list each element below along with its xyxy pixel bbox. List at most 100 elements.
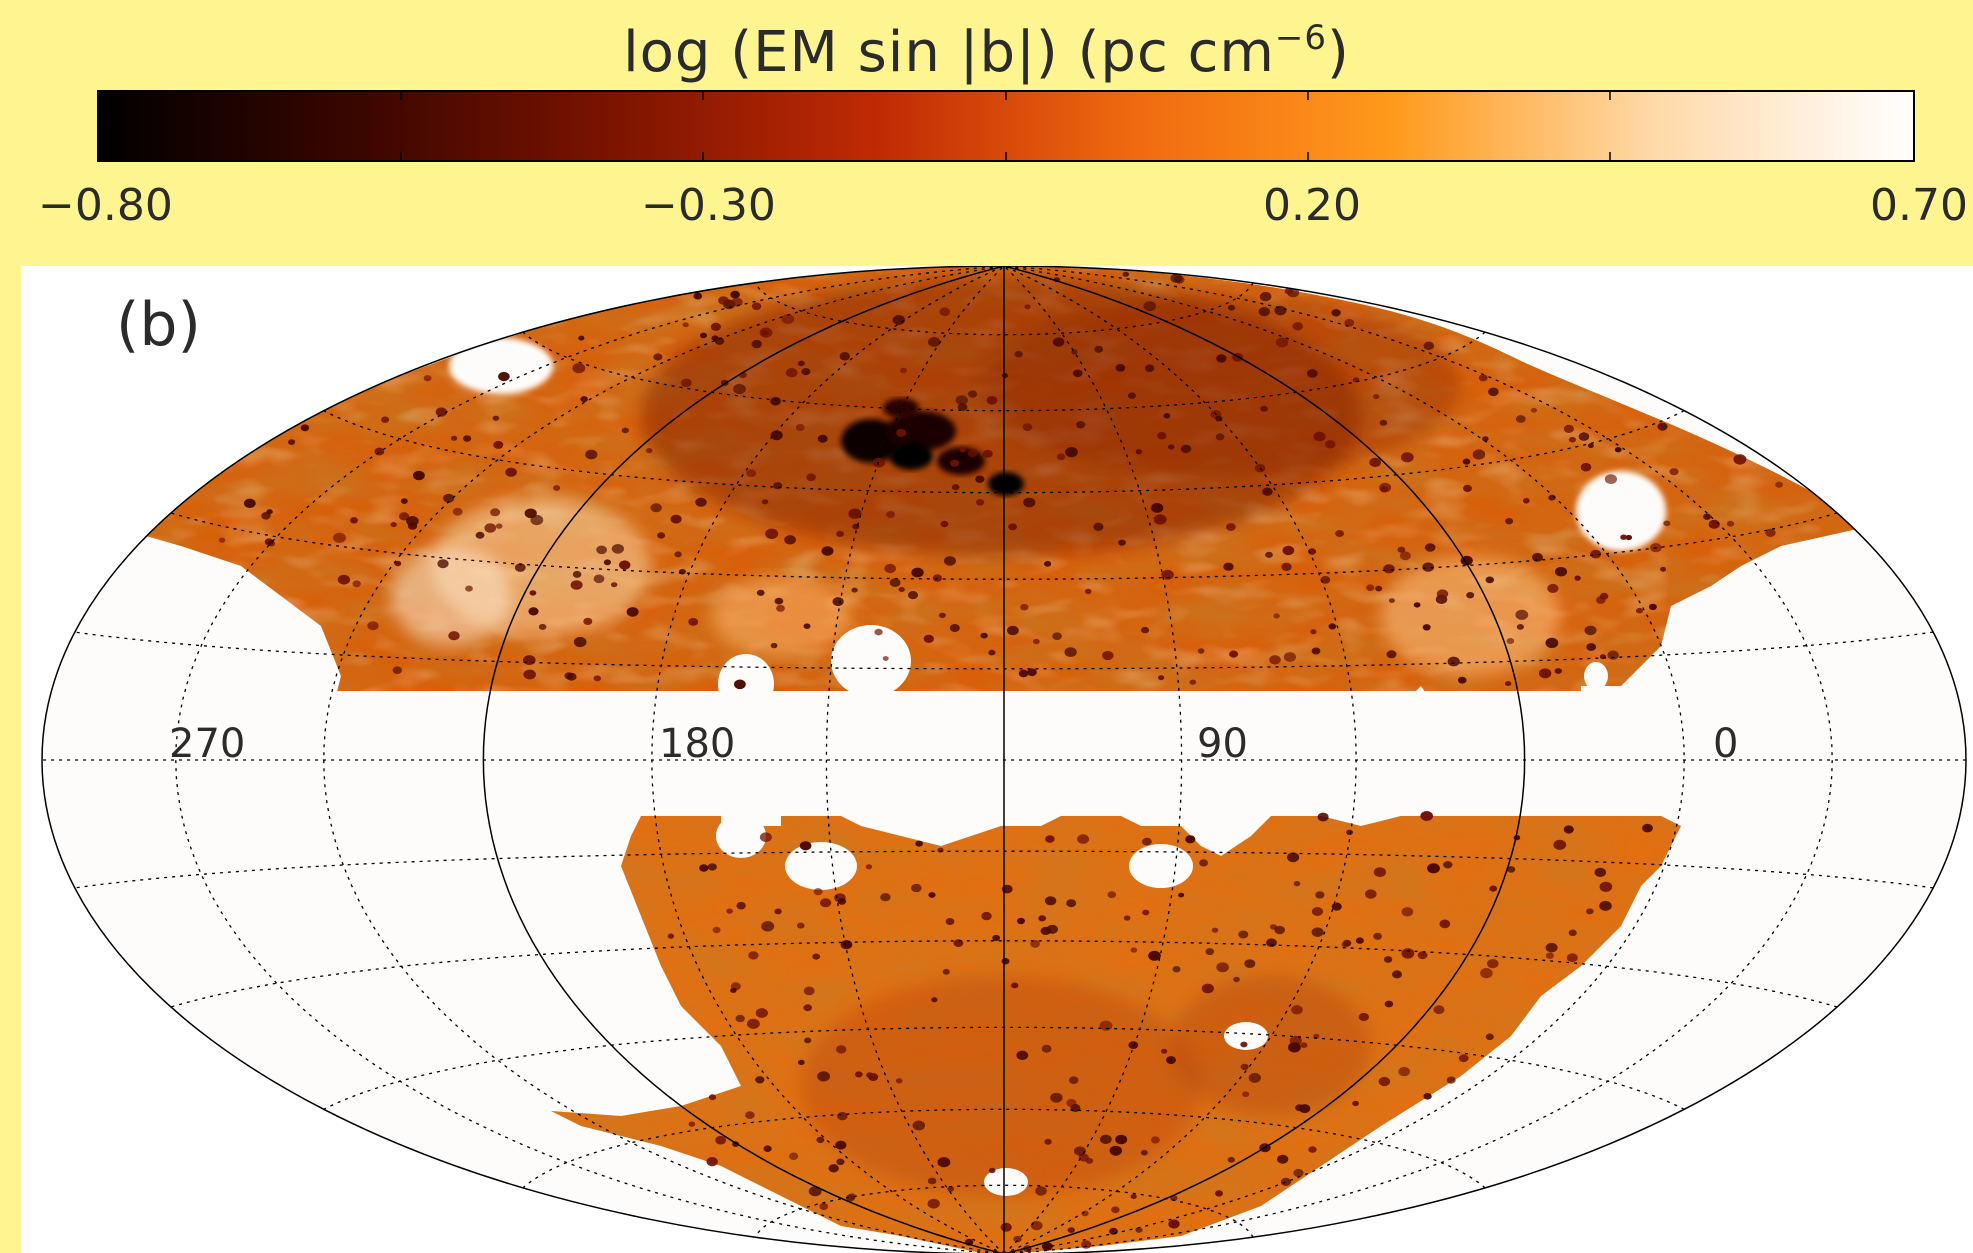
point-source — [400, 498, 408, 504]
point-source — [797, 1059, 805, 1066]
point-source — [1052, 337, 1065, 347]
point-source — [1311, 927, 1324, 937]
point-source — [1566, 953, 1578, 963]
point-source — [1189, 679, 1197, 685]
point-source — [246, 442, 254, 448]
point-source — [746, 469, 757, 478]
point-source — [884, 563, 896, 574]
point-source — [1580, 462, 1592, 472]
point-source — [1258, 307, 1271, 317]
point-source — [367, 621, 379, 631]
point-source — [1111, 1206, 1120, 1214]
point-source — [1413, 602, 1421, 608]
point-source — [143, 515, 154, 523]
point-source — [1041, 1242, 1053, 1251]
point-source — [1023, 497, 1036, 508]
point-source — [799, 841, 812, 851]
point-source — [1142, 837, 1152, 846]
point-source — [1574, 575, 1581, 581]
point-source — [1142, 909, 1150, 916]
point-source — [1400, 452, 1414, 463]
point-source — [992, 934, 1000, 942]
point-source — [1462, 458, 1471, 465]
point-source — [670, 514, 682, 524]
point-source — [911, 883, 922, 893]
point-source — [288, 439, 296, 445]
point-source — [1109, 1227, 1118, 1235]
point-source — [1094, 345, 1104, 353]
point-source — [714, 337, 725, 345]
point-source — [1274, 305, 1287, 316]
point-source — [759, 327, 773, 338]
point-source — [955, 395, 968, 405]
point-source — [959, 447, 966, 453]
point-source — [747, 1018, 760, 1029]
point-source — [1553, 839, 1567, 850]
point-source — [1293, 1168, 1304, 1178]
point-source — [840, 940, 853, 950]
parallel-line — [754, 282, 1254, 336]
point-source — [1315, 891, 1325, 899]
point-source — [1030, 1220, 1043, 1231]
point-source — [1547, 583, 1559, 593]
point-source — [851, 587, 858, 593]
point-source — [770, 396, 781, 406]
point-source — [1229, 650, 1239, 658]
point-source — [1274, 925, 1285, 935]
point-source — [953, 939, 964, 947]
point-source — [817, 434, 828, 443]
point-source — [1311, 647, 1321, 655]
point-source — [514, 563, 526, 572]
point-source — [928, 337, 941, 347]
point-source — [1067, 1227, 1075, 1233]
point-source — [1313, 431, 1326, 442]
point-source — [1669, 468, 1679, 476]
point-source — [931, 997, 938, 1003]
point-source — [1227, 1156, 1236, 1163]
point-source — [1331, 902, 1342, 911]
point-source — [1197, 648, 1205, 654]
point-source — [734, 679, 746, 690]
point-source — [1443, 861, 1453, 869]
point-source — [603, 559, 612, 566]
point-source — [1578, 432, 1590, 441]
point-source — [803, 623, 811, 629]
point-source — [708, 1094, 717, 1101]
point-source — [1485, 576, 1495, 584]
point-source — [1306, 369, 1318, 378]
point-source — [1282, 545, 1295, 556]
point-source — [1584, 625, 1597, 636]
point-source — [1504, 681, 1512, 687]
point-source — [1166, 1056, 1176, 1065]
point-source — [1545, 952, 1554, 959]
point-source — [374, 447, 385, 456]
parallel-line — [170, 940, 1838, 1008]
point-source — [1458, 1054, 1469, 1063]
point-source — [1423, 1093, 1432, 1100]
point-source — [1607, 650, 1619, 660]
point-source — [1386, 650, 1397, 659]
point-source — [801, 368, 811, 376]
point-source — [785, 368, 798, 378]
colorbar-tick-label: 0.20 — [1263, 180, 1361, 231]
point-source — [1128, 1041, 1139, 1049]
point-source — [394, 560, 402, 567]
point-source — [495, 523, 503, 529]
point-source — [821, 546, 834, 556]
point-source — [1538, 668, 1552, 679]
point-source — [1130, 1194, 1137, 1199]
point-source — [761, 921, 775, 932]
point-sources — [143, 271, 1783, 1252]
point-source — [699, 864, 709, 872]
point-source — [1433, 1005, 1445, 1015]
point-source — [593, 574, 605, 584]
point-source — [572, 570, 582, 578]
point-source — [465, 585, 473, 592]
point-source — [1596, 596, 1606, 604]
point-source — [718, 296, 729, 305]
point-source — [937, 1157, 951, 1168]
point-source — [451, 435, 458, 441]
parallel-line — [323, 1026, 1685, 1110]
point-source — [1265, 551, 1273, 558]
point-source — [1614, 447, 1622, 453]
